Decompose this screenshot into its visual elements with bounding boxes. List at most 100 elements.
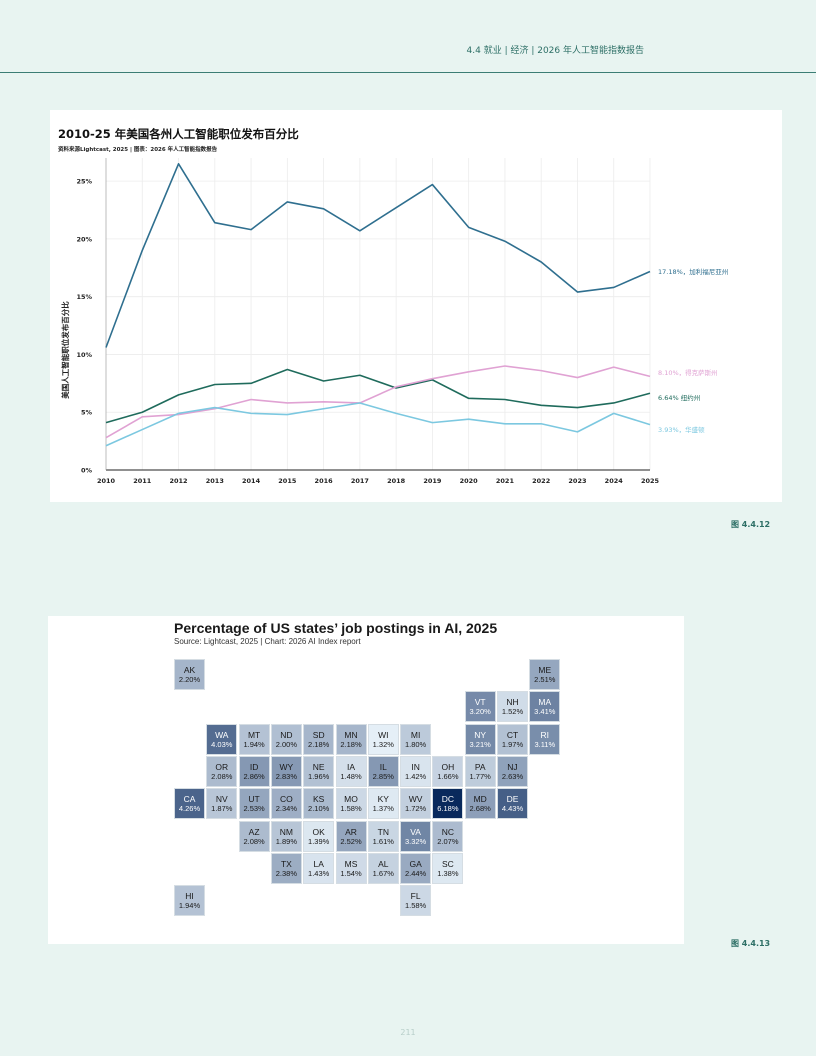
state-tile: CT 1.97% (497, 723, 528, 755)
page-number: 211 (400, 1028, 416, 1037)
state-abbr: VT (474, 697, 486, 708)
state-abbr: IL (379, 761, 387, 772)
state-value: 3.32% (404, 836, 427, 846)
state-abbr: IN (411, 761, 420, 772)
state-abbr: MO (344, 794, 358, 805)
state-value: 1.52% (501, 707, 524, 717)
x-tick-label: 2020 (460, 477, 479, 485)
state-abbr: NC (441, 826, 455, 837)
state-abbr: OR (215, 761, 229, 772)
state-abbr: MD (473, 794, 487, 805)
state-abbr: NH (506, 697, 519, 708)
state-abbr: OK (312, 826, 325, 837)
state-value: 1.66% (437, 771, 459, 781)
state-value: 2.68% (469, 804, 491, 814)
state-tile: WI 1.32% (367, 723, 399, 755)
tile-map-source: Source: Lightcast, 2025 | Chart: 2026 AI… (174, 637, 361, 646)
state-tile: TX 2.38% (270, 852, 302, 884)
y-tick-label: 0% (81, 467, 93, 475)
state-value: 1.39% (308, 836, 330, 846)
x-tick-label: 2023 (568, 477, 586, 485)
figure-label-1: 图 4.4.12 (731, 520, 771, 529)
state-tile: VA 3.32% (400, 820, 432, 852)
state-value: 6.18% (437, 804, 459, 814)
series-end-label: 3.93%，华盛顿 (658, 425, 705, 434)
state-abbr: NV (215, 794, 228, 805)
state-value: 3.21% (469, 739, 491, 749)
chart-title: 2010-25 年美国各州人工智能职位发布百分比 (58, 127, 299, 141)
state-abbr: ID (249, 761, 259, 772)
state-value: 1.77% (469, 771, 491, 781)
state-value: 2.34% (275, 804, 298, 814)
x-tick-label: 2013 (206, 477, 224, 485)
series-end-label: 8.10%，得克萨斯州 (658, 368, 718, 377)
tile-map-title: Percentage of US states’ job postings in… (174, 620, 498, 636)
series-line (105, 368, 651, 424)
state-abbr: DC (441, 794, 455, 805)
state-tile: MD 2.68% (464, 788, 496, 820)
state-abbr: TX (280, 858, 292, 869)
series-line (105, 162, 651, 348)
state-value: 1.58% (404, 901, 427, 911)
state-abbr: CT (506, 729, 519, 740)
state-value: 2.18% (340, 739, 362, 749)
state-abbr: WV (408, 794, 423, 805)
state-tile: AR 2.52% (335, 820, 367, 852)
state-tile: IN 1.42% (400, 755, 432, 787)
section-breadcrumb: 4.4 就业 | 经济 | 2026 年人工智能指数报告 (466, 46, 644, 56)
x-tick-label: 2018 (387, 477, 406, 485)
state-abbr: UT (248, 794, 260, 805)
state-value: 2.08% (243, 836, 265, 846)
state-value: 2.18% (308, 739, 330, 749)
state-abbr: GA (409, 858, 422, 869)
state-value: 1.80% (404, 739, 427, 749)
state-abbr: CO (280, 794, 293, 805)
state-value: 1.97% (501, 739, 524, 749)
state-value: 2.08% (211, 771, 233, 781)
state-abbr: MN (344, 729, 358, 740)
state-abbr: MS (344, 858, 358, 869)
state-tile: AK 2.20% (174, 659, 205, 690)
state-abbr: AL (378, 858, 389, 869)
state-tile: OK 1.39% (303, 820, 335, 852)
state-value: 2.86% (243, 771, 265, 781)
state-value: 4.03% (211, 739, 233, 749)
state-tile: CO 2.34% (270, 788, 302, 820)
state-tile: CA 4.26% (174, 788, 205, 820)
state-abbr: AZ (248, 826, 260, 837)
x-tick-label: 2022 (532, 477, 550, 485)
series-end-labels: 17.18%，加利福尼亚州 6.64% 纽约州 8.10%，得克萨斯州 3.93%，华… (658, 267, 728, 434)
state-abbr: NJ (507, 761, 518, 772)
state-abbr: DE (506, 794, 519, 805)
state-abbr: SC (441, 858, 454, 869)
state-abbr: AR (345, 826, 357, 837)
y-axis-label: 美国人工智能职位发布百分比 (60, 301, 70, 399)
x-tick-label: 2012 (169, 477, 187, 485)
state-abbr: ND (280, 729, 293, 740)
state-tile: MS 1.54% (335, 852, 367, 884)
y-tick-label: 5% (81, 409, 93, 417)
state-abbr: CA (183, 794, 196, 805)
y-tick-label: 20% (76, 235, 92, 243)
state-tile: DC 6.18% (432, 788, 464, 820)
state-tile: OR 2.08% (206, 755, 238, 787)
x-tick-label: 2021 (496, 477, 515, 485)
state-value: 1.58% (340, 804, 362, 814)
state-tile: WA 4.03% (206, 723, 238, 755)
state-tile: SD 2.18% (303, 723, 335, 755)
state-value: 1.43% (308, 868, 330, 878)
state-value: 2.07% (437, 836, 459, 846)
chart-source: 资料来源Lightcast, 2025 | 图表：2026 年人工智能指数报告 (58, 145, 218, 153)
series-line (105, 365, 651, 439)
series-end-label: 6.64% 纽约州 (658, 393, 700, 402)
state-abbr: RI (540, 729, 550, 740)
x-tick-label: 2025 (641, 477, 660, 485)
state-value: 2.83% (275, 771, 298, 781)
x-tick-label: 2024 (605, 477, 624, 485)
state-value: 2.52% (340, 836, 362, 846)
state-value: 1.87% (211, 804, 233, 814)
state-tile: NJ 2.63% (497, 755, 528, 787)
state-tile: MO 1.58% (335, 788, 367, 820)
state-value: 2.44% (404, 868, 427, 878)
state-tile: AZ 2.08% (238, 820, 270, 852)
